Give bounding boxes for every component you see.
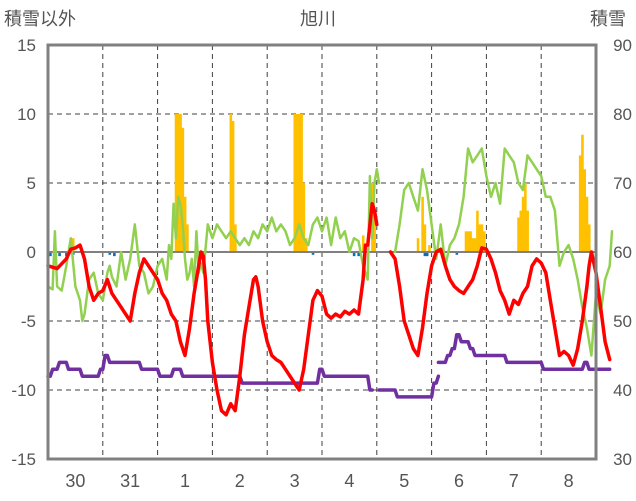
x-tick-label: 5 [399,471,409,491]
orange-bar [482,231,486,252]
blue-bar [423,252,427,257]
orange-bar [469,231,472,252]
x-tick-label: 31 [120,471,140,491]
orange-bar [471,238,475,252]
y-right-tick-label: 30 [613,450,632,469]
orange-bar [302,183,306,252]
red-series-line [46,201,379,417]
plot-frame [46,43,598,461]
x-tick-label: 3 [290,471,300,491]
orange-bar [231,120,235,253]
blue-bar [425,252,429,257]
orange-bar [428,245,431,252]
y-right-tick-label: 90 [613,36,632,55]
purple-series-line [46,353,374,392]
orange-bar [421,196,424,252]
orange-bar [304,238,308,252]
green-series-line [46,167,381,323]
x-tick-label: 1 [180,471,190,491]
orange-bar [588,224,591,252]
x-tick-label: 7 [509,471,519,491]
blue-bar [58,252,61,257]
orange-bar [524,183,527,252]
y-right-tick-labels: 90 80 70 60 50 40 30 [613,36,632,469]
blue-bar [357,252,360,257]
y-left-label: 積雪以外 [4,9,76,29]
bar-series [49,114,591,257]
x-tick-label: 2 [235,471,245,491]
blue-bar [113,252,116,257]
orange-bar [186,224,189,252]
orange-bar [583,169,587,252]
orange-bar [578,155,582,252]
purple-series-line [377,374,441,399]
blue-bar [455,252,459,255]
red-series-line [388,246,612,367]
chart-title: 旭川 [300,9,336,29]
y-left-tick-label: -5 [21,312,36,331]
orange-bar [521,196,525,252]
orange-bar [478,224,481,252]
y-right-tick-label: 60 [613,243,632,262]
purple-series-line [436,333,612,372]
orange-bar [300,114,303,252]
orange-bar [177,114,180,252]
orange-bar [295,114,299,252]
y-left-tick-label: -15 [11,450,36,469]
x-tick-label: 6 [454,471,464,491]
orange-bar [416,238,420,252]
y-right-tick-label: 80 [613,105,632,124]
orange-bar [298,114,301,252]
blue-bar [311,252,315,255]
y-right-tick-label: 40 [613,381,632,400]
orange-bar [373,210,376,252]
orange-bar [464,231,468,252]
line-series [46,147,614,417]
orange-bar [581,134,584,252]
orange-bar [480,224,484,252]
orange-bar [174,114,178,252]
x-tick-label: 8 [564,471,574,491]
orange-bar [361,235,365,252]
orange-bar [183,196,187,252]
orange-bar [293,114,297,252]
y-right-label: 積雪 [590,9,626,29]
y-left-tick-label: -10 [11,381,36,400]
blue-bar [108,252,112,255]
orange-bar [423,224,427,252]
orange-bar [179,114,182,252]
orange-bar [466,231,470,252]
orange-bar [519,210,523,252]
x-tick-label: 30 [65,471,85,491]
orange-bar [229,114,233,252]
y-left-tick-label: 0 [27,243,36,262]
green-series-line [393,147,614,357]
y-right-tick-label: 70 [613,174,632,193]
y-left-tick-label: 5 [27,174,36,193]
orange-bar [181,127,185,252]
y-left-tick-label: 10 [17,105,36,124]
orange-bar [585,196,589,252]
orange-bar [71,238,75,252]
x-tick-labels: 30 31 1 2 3 4 5 6 7 8 [65,471,573,491]
blue-bar [352,252,356,257]
x-tick-label: 4 [344,471,354,491]
orange-bar [473,238,477,252]
orange-bar [476,210,479,252]
blue-bar [65,252,68,257]
y-left-tick-labels: 15 10 5 0 -5 -10 -15 [11,36,36,469]
orange-bar [526,210,529,252]
orange-bar [517,217,520,252]
y-right-tick-label: 50 [613,312,632,331]
y-left-tick-label: 15 [17,36,36,55]
blue-bar [49,252,52,257]
